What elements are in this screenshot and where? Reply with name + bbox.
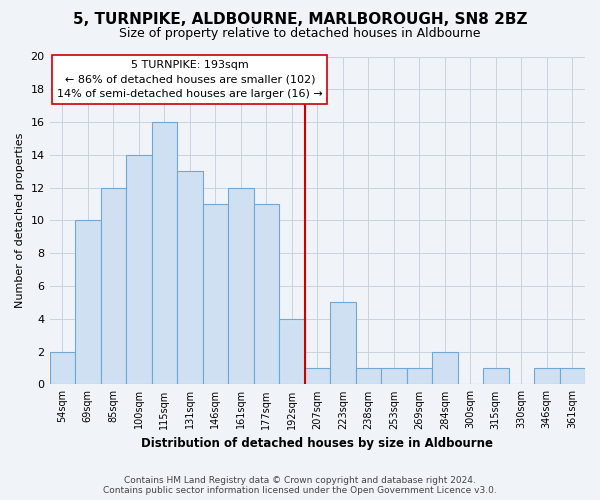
Bar (254, 204, 279, 384)
Bar (330, 302, 356, 384)
X-axis label: Distribution of detached houses by size in Aldbourne: Distribution of detached houses by size … (141, 437, 493, 450)
Bar (356, 368, 381, 384)
Bar (126, 155, 152, 384)
Bar (483, 368, 509, 384)
Bar (560, 368, 585, 384)
Bar (228, 188, 254, 384)
Bar (101, 188, 126, 384)
Bar (305, 368, 330, 384)
Bar (279, 319, 305, 384)
Bar (407, 368, 432, 384)
Bar (534, 368, 560, 384)
Bar (177, 172, 203, 384)
Bar (50, 352, 75, 384)
Text: Size of property relative to detached houses in Aldbourne: Size of property relative to detached ho… (119, 28, 481, 40)
Bar (203, 204, 228, 384)
Text: 5, TURNPIKE, ALDBOURNE, MARLBOROUGH, SN8 2BZ: 5, TURNPIKE, ALDBOURNE, MARLBOROUGH, SN8… (73, 12, 527, 28)
Y-axis label: Number of detached properties: Number of detached properties (15, 133, 25, 308)
Bar (75, 220, 101, 384)
Bar (152, 122, 177, 384)
Text: 5 TURNPIKE: 193sqm
← 86% of detached houses are smaller (102)
14% of semi-detach: 5 TURNPIKE: 193sqm ← 86% of detached hou… (57, 60, 323, 100)
Bar (381, 368, 407, 384)
Bar (432, 352, 458, 384)
Text: Contains HM Land Registry data © Crown copyright and database right 2024.
Contai: Contains HM Land Registry data © Crown c… (103, 476, 497, 495)
